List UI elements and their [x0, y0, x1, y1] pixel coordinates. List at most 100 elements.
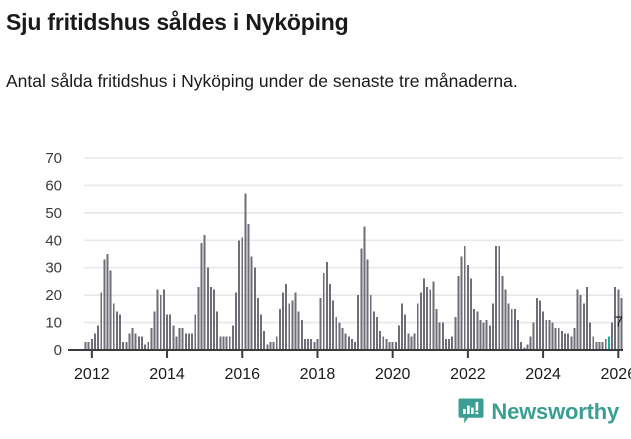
bar: [141, 336, 143, 350]
bar: [332, 300, 335, 350]
bar: [159, 295, 162, 350]
chart-plot-area: 0 10 20 30 40 50 60 70 2012 2014 2016 2018 2020 2022…: [0, 140, 631, 385]
bar: [448, 339, 451, 350]
bar: [172, 325, 175, 350]
bar: [178, 328, 181, 350]
bar: [507, 303, 510, 350]
y-tick-label: 50: [45, 205, 62, 222]
bar: [313, 341, 316, 350]
bar: [103, 259, 106, 350]
bar: [112, 303, 115, 350]
bar: [244, 193, 247, 350]
bar: [100, 292, 103, 350]
bar: [504, 289, 507, 350]
bar: [548, 319, 551, 350]
bar: [401, 303, 404, 350]
bar: [147, 341, 150, 350]
bar: [601, 341, 604, 350]
bar: [303, 339, 306, 350]
bar: [106, 254, 109, 350]
bar: [479, 319, 482, 350]
bar: [473, 308, 476, 350]
bar: [570, 336, 573, 350]
bar: [307, 339, 310, 350]
bar: [535, 297, 538, 350]
bar: [256, 297, 259, 350]
bar: [520, 341, 523, 350]
y-tick-label: 40: [45, 232, 62, 249]
bar: [579, 295, 582, 350]
bar: [438, 322, 441, 350]
bar: [203, 234, 206, 350]
bar: [435, 308, 438, 350]
bar: [291, 300, 294, 350]
bar: [510, 308, 513, 350]
bar: [329, 284, 331, 350]
bar: [576, 289, 579, 350]
bar-chart-speech-bubble-icon: [458, 398, 484, 424]
bar: [611, 322, 613, 350]
chart-footer: Newsworthy: [0, 392, 631, 439]
bar: [131, 328, 134, 350]
bar: [310, 339, 313, 350]
bar: [278, 308, 281, 350]
bar: [275, 336, 278, 350]
bar: [191, 333, 194, 350]
bar: [282, 292, 284, 350]
bar: [338, 322, 341, 350]
bar: [454, 317, 457, 350]
bar: [604, 339, 607, 350]
bar: [166, 314, 169, 350]
bar: [413, 333, 416, 350]
bar: [128, 333, 131, 350]
bar: [491, 303, 494, 350]
x-tick-label: 2018: [300, 366, 336, 383]
bar: [532, 322, 535, 350]
bar: [554, 328, 557, 350]
bar: [144, 344, 147, 350]
bar: [529, 336, 532, 350]
bar: [213, 289, 216, 350]
bar-chart-svg: 0 10 20 30 40 50 60 70 2012 2014 2016 2018 2020 2022…: [45, 150, 631, 383]
gridlines: [84, 157, 623, 324]
bar: [184, 333, 187, 350]
brand-name: Newsworthy: [491, 399, 619, 424]
bar: [538, 300, 541, 350]
bar: [379, 330, 382, 350]
bar: [294, 292, 297, 350]
bar: [460, 256, 463, 350]
bar: [410, 336, 413, 350]
bar: [488, 325, 491, 350]
bar: [153, 311, 156, 350]
x-tick-label: 2026: [601, 366, 631, 383]
bar: [360, 248, 363, 350]
bar: [589, 322, 592, 350]
x-tick-label: 2014: [149, 366, 185, 383]
bar: [109, 270, 112, 350]
bar: [162, 289, 165, 350]
bar: [567, 333, 570, 350]
value-annotations: 7: [615, 313, 623, 330]
bar: [235, 292, 237, 350]
bar: [482, 322, 485, 350]
bar: [573, 328, 576, 350]
bar: [325, 262, 328, 350]
bar: [250, 256, 253, 350]
bar: [300, 319, 303, 350]
bar: [526, 344, 529, 350]
x-axis-labels: 2012 2014 2016 2018 2020 2022 2024 2026: [74, 366, 631, 383]
bar: [150, 328, 153, 350]
bar-series: [84, 193, 623, 350]
bar: [495, 245, 498, 350]
bar: [115, 311, 118, 350]
bar: [501, 275, 504, 350]
bar: [592, 336, 595, 350]
y-tick-label: 20: [45, 287, 62, 304]
bar: [263, 330, 266, 350]
bar: [614, 286, 617, 350]
newsworthy-logo[interactable]: Newsworthy: [458, 398, 619, 426]
bar: [137, 336, 140, 350]
bar: [397, 325, 400, 350]
bar: [551, 322, 554, 350]
